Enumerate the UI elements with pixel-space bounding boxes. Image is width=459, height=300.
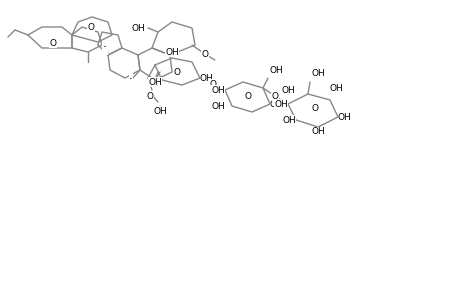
Text: OH: OH	[269, 66, 283, 75]
Text: OH: OH	[310, 127, 324, 136]
Text: O: O	[50, 38, 56, 47]
Text: O: O	[173, 68, 180, 76]
Text: OH: OH	[282, 116, 295, 124]
Text: O: O	[209, 80, 216, 88]
Text: OH: OH	[200, 74, 213, 82]
Text: O: O	[271, 92, 278, 100]
Text: O: O	[146, 92, 153, 101]
Text: OH: OH	[211, 101, 224, 110]
Text: ·: ·	[103, 41, 107, 55]
Text: OH: OH	[131, 23, 145, 32]
Text: O: O	[311, 103, 318, 112]
Text: OH: OH	[148, 77, 162, 86]
Text: OH: OH	[311, 69, 325, 78]
Text: O: O	[244, 92, 251, 100]
Text: OH: OH	[274, 100, 287, 109]
Text: OH: OH	[337, 112, 351, 122]
Text: O: O	[201, 50, 208, 58]
Text: ·: ·	[129, 74, 133, 86]
Text: O: O	[87, 22, 94, 32]
Text: OH: OH	[153, 107, 167, 116]
Text: OH: OH	[269, 100, 283, 109]
Text: OH: OH	[165, 48, 179, 57]
Text: OH: OH	[280, 85, 294, 94]
Text: OH: OH	[329, 83, 343, 92]
Text: OH: OH	[211, 85, 224, 94]
